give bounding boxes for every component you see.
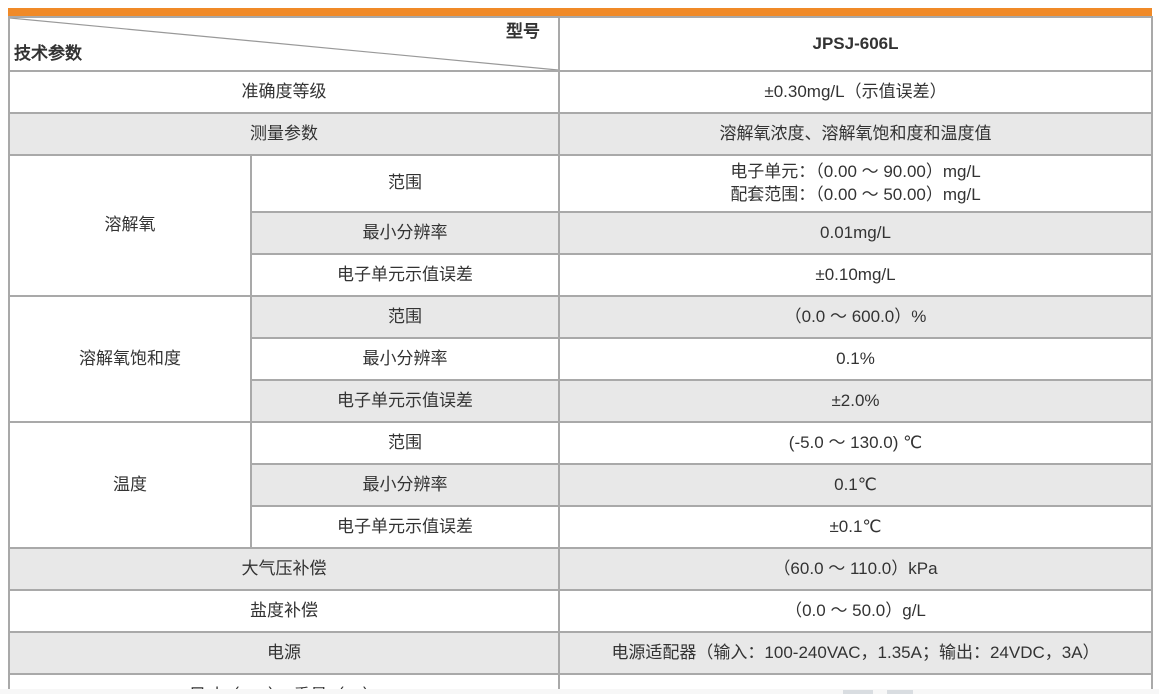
row-sat-range: 溶解氧饱和度 范围 （0.0 ～ 600.0）% [8, 295, 1153, 423]
row-measured-params: 测量参数 溶解氧浓度、溶解氧饱和度和温度值 [8, 112, 1153, 156]
top-accent-bar [8, 8, 1152, 16]
sat-resolution-label: 最小分辨率 [250, 337, 560, 381]
do-range-value: 电子单元：（0.00 ～ 90.00）mg/L 配套范围：（0.00 ～ 50.… [558, 154, 1153, 213]
row-salinity: 盐度补偿 （0.0 ～ 50.0）g/L [8, 589, 1153, 633]
model-name-cell: JPSJ-606L [558, 16, 1153, 72]
accuracy-value: ±0.30mg/L（示值误差） [558, 70, 1153, 114]
bottom-cutoff-element-2 [887, 690, 913, 694]
sat-error-value: ±2.0% [558, 379, 1153, 423]
bottom-cutoff-strip [0, 689, 1159, 694]
do-group-label: 溶解氧 [8, 154, 252, 297]
do-range-label: 范围 [250, 154, 560, 213]
header-model-label: 型号 [506, 22, 540, 41]
row-do-resolution: 最小分辨率 0.01mg/L [9, 211, 1153, 255]
measured-params-value: 溶解氧浓度、溶解氧饱和度和温度值 [558, 112, 1153, 156]
pressure-value: （60.0 ～ 110.0）kPa [558, 547, 1153, 591]
do-error-label: 电子单元示值误差 [250, 253, 560, 297]
temp-resolution-value: 0.1℃ [558, 463, 1153, 507]
row-sat-resolution: 最小分辨率 0.1% [9, 337, 1153, 381]
sat-error-label: 电子单元示值误差 [250, 379, 560, 423]
spec-table: 型号 技术参数 JPSJ-606L 准确度等级 ±0.30mg/L（示值误差） … [8, 16, 1153, 694]
do-range-line2: 配套范围：（0.00 ～ 50.00）mg/L [730, 184, 981, 204]
header-tech-params-label: 技术参数 [14, 44, 82, 64]
do-resolution-label: 最小分辨率 [250, 211, 560, 255]
sat-resolution-value: 0.1% [558, 337, 1153, 381]
do-error-value: ±0.10mg/L [558, 253, 1153, 297]
measured-params-label: 测量参数 [8, 112, 560, 156]
power-label: 电源 [8, 631, 560, 675]
salinity-value: （0.0 ～ 50.0）g/L [558, 589, 1153, 633]
temp-error-label: 电子单元示值误差 [250, 505, 560, 549]
sat-range-label: 范围 [250, 295, 560, 339]
power-value: 电源适配器（输入：100-240VAC，1.35A；输出：24VDC，3A） [558, 631, 1153, 675]
do-range-line1: 电子单元：（0.00 ～ 90.00）mg/L [730, 161, 981, 181]
temp-group-label: 温度 [8, 421, 252, 549]
salinity-label: 盐度补偿 [8, 589, 560, 633]
temp-resolution-label: 最小分辨率 [250, 463, 560, 507]
do-resolution-value: 0.01mg/L [558, 211, 1153, 255]
diagonal-divider-line [10, 18, 558, 70]
row-temp-resolution: 最小分辨率 0.1℃ [9, 463, 1153, 507]
row-pressure: 大气压补偿 （60.0 ～ 110.0）kPa [8, 547, 1153, 591]
temp-range-label: 范围 [250, 421, 560, 465]
table-header-row: 型号 技术参数 JPSJ-606L [8, 16, 1153, 72]
row-power: 电源 电源适配器（输入：100-240VAC，1.35A；输出：24VDC，3A… [8, 631, 1153, 675]
diagonal-header-cell: 型号 技术参数 [8, 16, 560, 72]
temp-error-value: ±0.1℃ [558, 505, 1153, 549]
row-do-range: 溶解氧 范围 电子单元：（0.00 ～ 90.00）mg/L 配套范围：（0.0… [8, 154, 1153, 297]
pressure-label: 大气压补偿 [8, 547, 560, 591]
row-temp-error: 电子单元示值误差 ±0.1℃ [9, 505, 1153, 549]
row-do-error: 电子单元示值误差 ±0.10mg/L [9, 253, 1153, 297]
accuracy-label: 准确度等级 [8, 70, 560, 114]
row-sat-error: 电子单元示值误差 ±2.0% [9, 379, 1153, 423]
row-temp-range: 温度 范围 (-5.0 ～ 130.0) ℃ [8, 421, 1153, 549]
temp-range-value: (-5.0 ～ 130.0) ℃ [558, 421, 1153, 465]
row-accuracy: 准确度等级 ±0.30mg/L（示值误差） [8, 70, 1153, 114]
bottom-cutoff-element-1 [843, 690, 873, 694]
sat-range-value: （0.0 ～ 600.0）% [558, 295, 1153, 339]
sat-group-label: 溶解氧饱和度 [8, 295, 252, 423]
